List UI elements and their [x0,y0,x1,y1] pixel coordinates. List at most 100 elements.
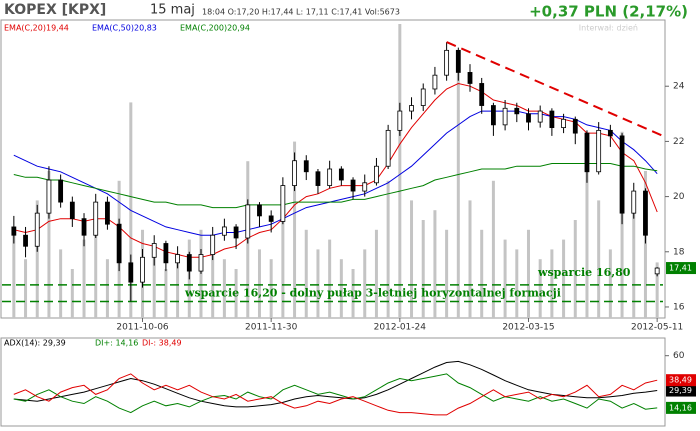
quote: 18:04 O:17,20 H:17,44 L: 17,11 C:17,41 V… [202,8,400,17]
volume-bar [410,200,414,318]
candle-body [491,105,496,126]
candle-body [280,185,286,222]
support-label: wsparcie 16,20 - dolny pułap 3-letniej h… [184,286,561,299]
x-tick-label: 2012-01-24 [374,323,427,333]
candle-body [151,243,157,258]
candle-body [467,72,473,84]
last-price-box [666,262,696,275]
candle-body [397,110,403,131]
volume-bar [164,269,168,318]
ema-line [13,163,658,209]
candle-body [11,226,17,236]
candle-body [409,105,414,112]
candle-body [607,129,613,137]
volume-bar [257,249,261,318]
candle-body [315,171,321,186]
volume-bar [550,249,554,318]
candle-body [549,110,555,129]
candle-body [105,201,110,225]
candle-body [46,179,52,214]
y-tick-label: 24 [673,82,685,92]
candle-body [245,204,251,239]
x-tick-label: 2011-11-30 [245,323,298,333]
volume-bar [351,269,355,318]
volume-bar [222,259,226,318]
candle-body [526,113,531,123]
candle-body [596,129,602,173]
candle-body [186,254,192,272]
volume-bar [433,210,437,318]
candle-body [619,135,625,214]
date: 15 maj [150,3,195,18]
candle-body [572,118,578,134]
volume-bar [304,229,308,318]
y-tick-label: 20 [673,192,685,202]
volume-bar [632,210,636,318]
candle-body [444,49,450,76]
last-value-label: 38,49 [669,376,692,385]
last-value-label: 29,39 [669,386,692,395]
volume-bar [585,161,589,318]
candle-body [479,83,485,106]
volume-bar [199,229,203,318]
interval: Interwał: dzień [579,24,638,33]
legend-entry: DI+: 14,16 [95,339,138,348]
volume-bar [12,229,16,318]
indicator-line [13,373,658,414]
candle-body [257,204,262,217]
legend-entry: EMA(C,200)20,94 [180,24,250,33]
x-tick-label: 2011-10-06 [116,323,169,333]
volume-bar [269,259,273,318]
volume-bar [363,249,367,318]
volume-bar [491,180,495,318]
legend-entry: DI-: 38,49 [142,339,182,348]
candle-body [455,49,461,73]
candle-body [584,132,590,173]
candle-body [23,234,28,247]
volume-bar [643,171,647,318]
candle-body [221,226,227,236]
candle-body [198,254,204,272]
volume-bar [573,220,577,318]
volume-bar [281,190,285,318]
candle-body [502,107,508,126]
x-tick-label: 2012-03-15 [502,323,554,333]
volume-bar [620,131,624,318]
volume-bar [105,259,109,318]
volume-bar [468,200,472,318]
volume-bar [70,269,74,318]
candle-body [268,215,274,222]
volume-bar [47,171,51,318]
volume-bar [339,259,343,318]
volume-bar [515,249,519,318]
candle-body [362,182,368,192]
volume-bar [421,220,425,318]
last-value-box [666,401,696,414]
volume-bar [386,180,390,318]
adx-frame [0,337,666,427]
candle-body [93,201,99,236]
last-value-label: 14,16 [669,403,692,412]
candle-body [374,165,379,184]
volume-bar [59,249,63,318]
candle-body [350,179,356,192]
volume-bar [328,239,332,318]
volume-bar [176,259,180,318]
indicator-line [13,360,658,408]
y-tick-label: 16 [673,302,685,312]
candle-body [303,160,309,173]
volume-bar [562,239,566,318]
candle-body [327,168,333,186]
volume-bar [234,269,238,318]
y-tick-label: 18 [673,247,685,257]
volume-bar [82,239,86,318]
support-label: wsparcie 16,80 [537,266,631,279]
candle-body [81,218,87,236]
candle-body [163,243,169,264]
volume-bar [480,229,484,318]
volume-bar [503,239,507,318]
x-tick-label: 2012-05-11 [631,323,683,333]
candle-body [338,168,344,181]
